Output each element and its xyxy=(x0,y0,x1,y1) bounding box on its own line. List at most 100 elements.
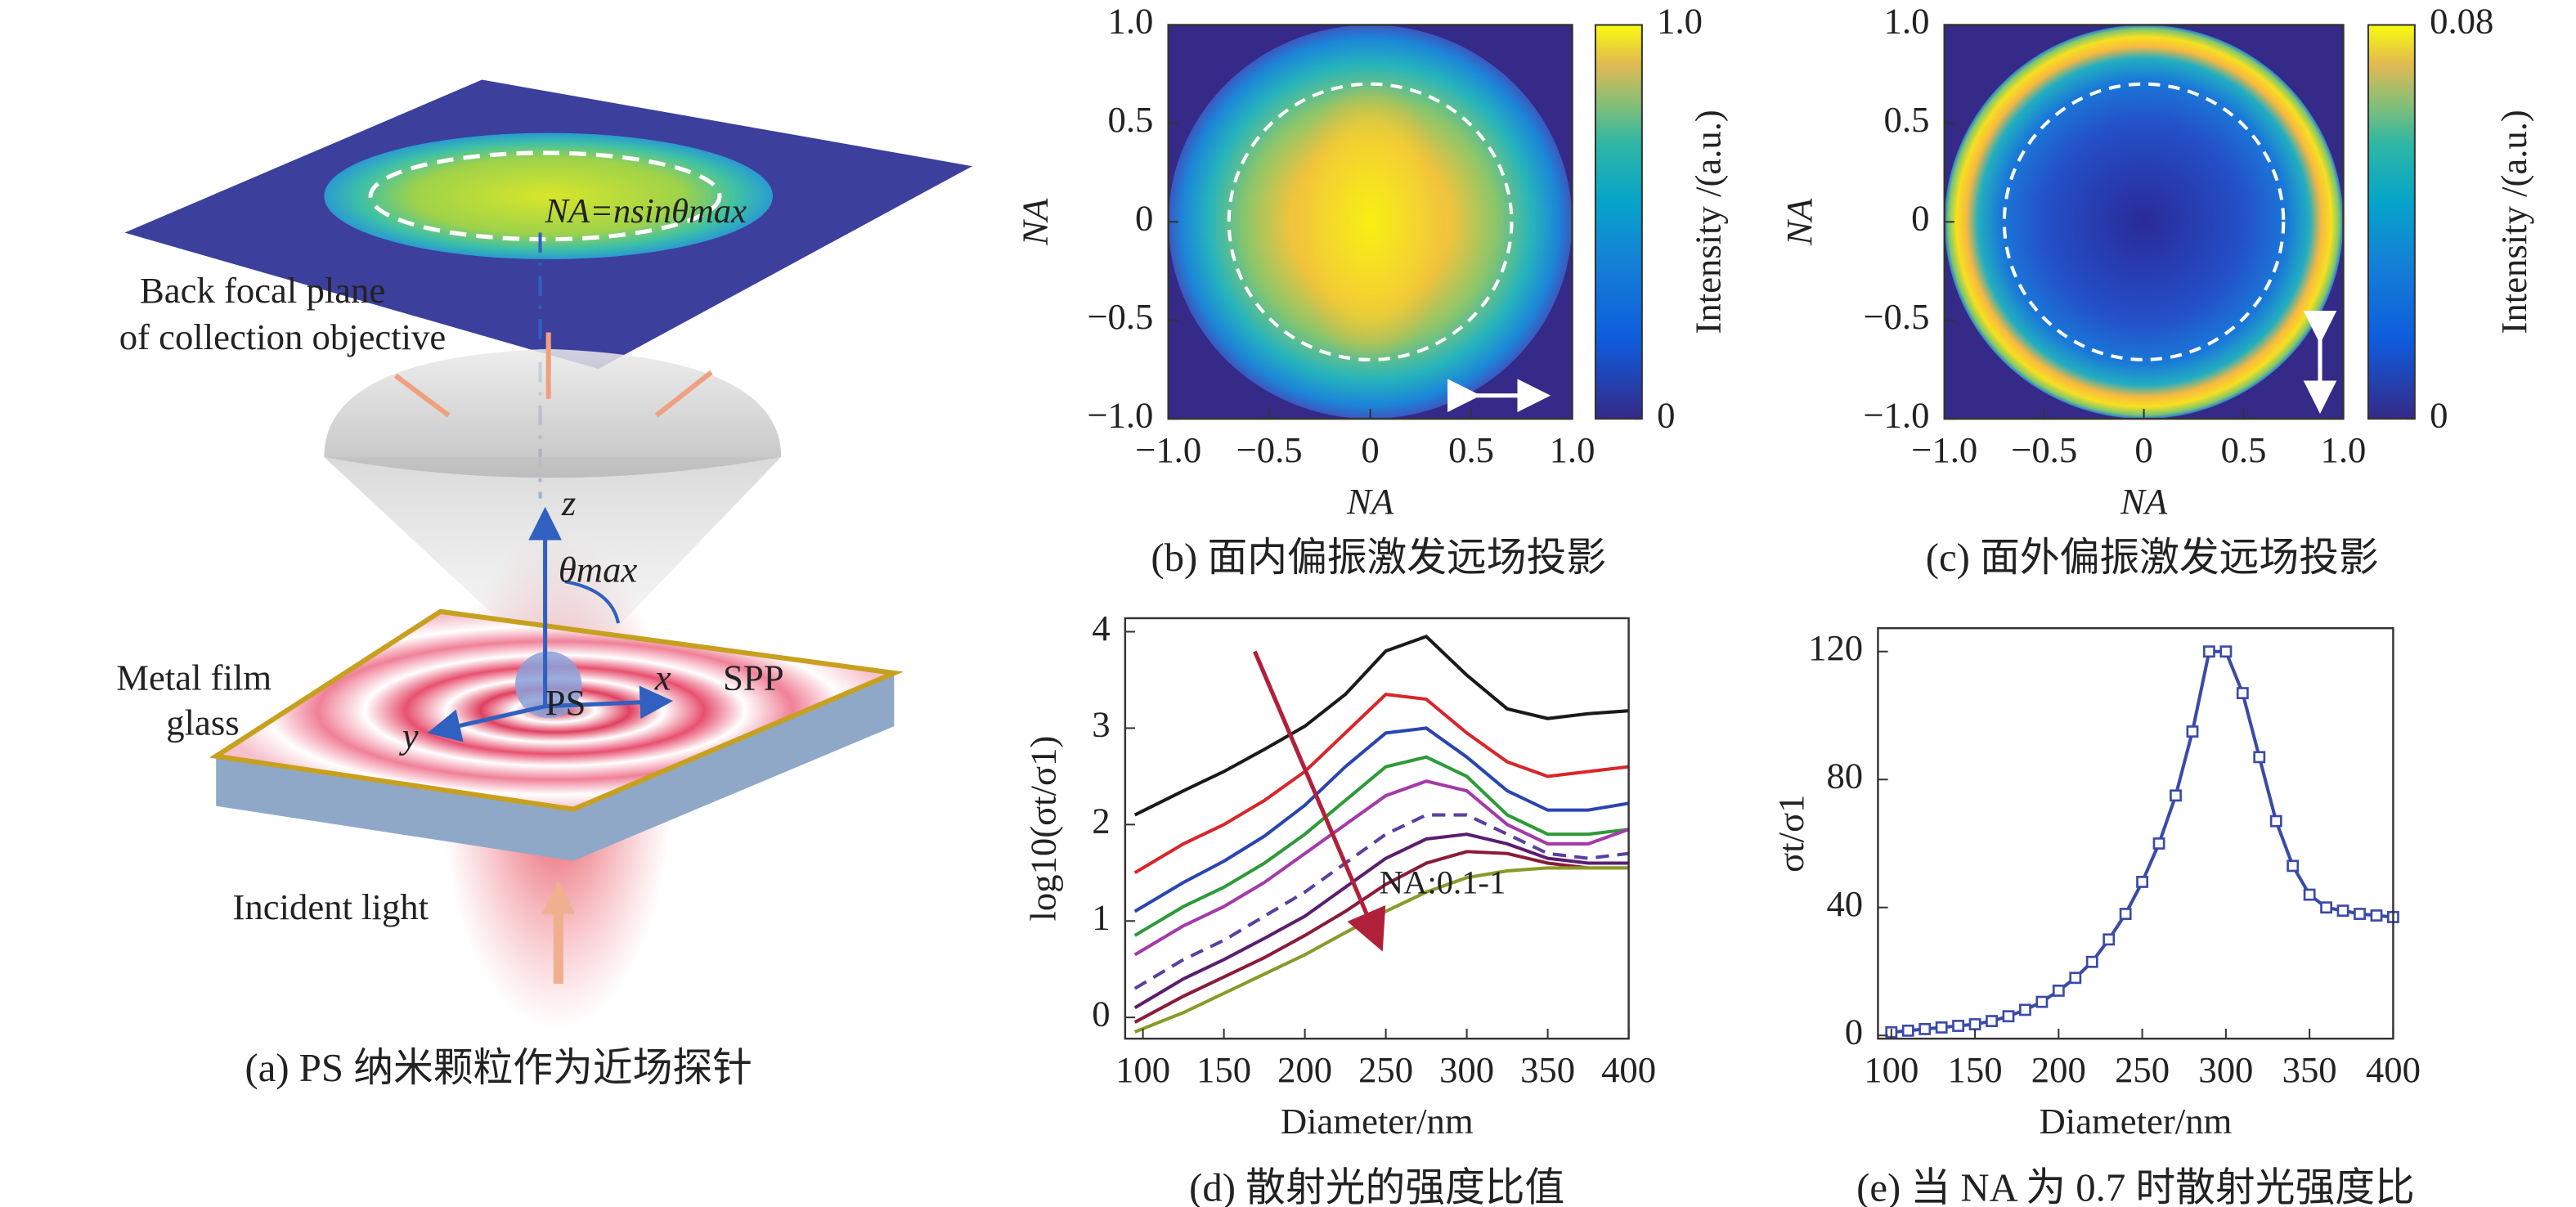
heatmap-core xyxy=(1289,79,1452,364)
theta-label: θmax xyxy=(559,549,638,590)
x-axis-label: NA xyxy=(1346,481,1394,522)
x-tick-label: 200 xyxy=(2031,1049,2086,1090)
x-tick-label: 300 xyxy=(1439,1049,1494,1090)
x-tick-label: 0 xyxy=(1361,429,1379,470)
plot-frame xyxy=(1124,617,1630,1040)
caption: (d) 散射光的强度比值 xyxy=(1189,1165,1564,1207)
x-tick-label: 100 xyxy=(1864,1049,1919,1090)
x-tick-label: 150 xyxy=(1948,1049,2003,1090)
y-tick-label: 0 xyxy=(1911,198,1929,239)
data-marker xyxy=(2269,814,2282,828)
colorbar xyxy=(1594,24,1643,420)
x-tick-label: 350 xyxy=(1520,1049,1575,1090)
x-tick-label: −1.0 xyxy=(1135,429,1201,470)
theta-arc xyxy=(564,580,621,624)
x-tick-label: 0.5 xyxy=(2221,429,2267,470)
y-tick-label: 0 xyxy=(1135,198,1153,239)
data-marker xyxy=(2203,645,2215,658)
bfp-formula: NA=nsinθmax xyxy=(545,192,747,231)
y-tick-label: 1.0 xyxy=(1884,1,1930,42)
y-tick-label: 40 xyxy=(1826,883,1863,924)
caption: (b) 面内偏振激发远场投影 xyxy=(1151,536,1606,580)
x-tick-label: 300 xyxy=(2198,1049,2253,1090)
data-marker xyxy=(2320,901,2333,914)
objective-lens xyxy=(324,348,782,478)
y-tick-label: 120 xyxy=(1808,627,1863,668)
x-tick-label: 200 xyxy=(1277,1049,1332,1090)
x-tick-label: 250 xyxy=(1358,1049,1413,1090)
ray-arrow xyxy=(393,373,451,418)
y-axis xyxy=(427,704,546,743)
series-line xyxy=(1133,866,1629,1034)
y-tick-label: 0 xyxy=(1092,993,1110,1034)
ray-arrow xyxy=(654,370,713,418)
incident-arrowhead xyxy=(541,881,576,914)
data-marker xyxy=(2336,904,2349,918)
series-line xyxy=(1133,850,1629,1024)
series-line xyxy=(1133,813,1629,990)
caption: (c) 面外偏振激发远场投影 xyxy=(1926,536,2379,580)
data-marker xyxy=(2236,687,2249,700)
y-tick-label: −1.0 xyxy=(1087,394,1153,435)
x-tick-label: 1.0 xyxy=(2321,429,2367,470)
glass-slab xyxy=(216,673,895,861)
plot-frame xyxy=(1877,626,2394,1040)
panel: 0 0.08 Intensity /(a.u.) −1.0 −0.5 0 0.5 1.0 −1.… xyxy=(1779,1,2534,580)
x-axis-label: Diameter/nm xyxy=(1281,1101,1474,1142)
y-tick-label: −0.5 xyxy=(1863,296,1929,337)
data-marker xyxy=(2152,837,2165,850)
data-marker xyxy=(2035,995,2049,1008)
x-axis-label: NA xyxy=(2120,481,2168,522)
y-tick-label: 4 xyxy=(1092,608,1110,648)
panel: 0 1.0 Intensity /(a.u.) −1.0 −0.5 0 0.5 1.0 −1.0… xyxy=(1014,1,1728,580)
series-line xyxy=(1133,755,1629,937)
axis-label: z xyxy=(561,482,576,523)
x-tick-label: 400 xyxy=(1601,1049,1656,1090)
colorbar-label: Intensity /(a.u.) xyxy=(2493,110,2534,334)
na-circle xyxy=(2002,82,2286,361)
data-marker xyxy=(2069,971,2082,985)
data-marker xyxy=(2253,751,2266,764)
series-line xyxy=(1133,779,1630,957)
data-marker xyxy=(2170,789,2182,802)
x-tick-label: 1.0 xyxy=(1550,429,1595,470)
x-tick-label: −0.5 xyxy=(1236,429,1303,470)
na-circle xyxy=(368,150,722,242)
data-marker xyxy=(2019,1003,2031,1016)
y-tick-label: 1 xyxy=(1092,897,1110,938)
y-axis-label: NA xyxy=(1014,198,1055,246)
bfp-label: of collection objective xyxy=(119,316,447,357)
series-line xyxy=(1133,832,1629,1010)
x-tick-label: 0 xyxy=(2134,429,2152,470)
data-marker xyxy=(2052,985,2065,997)
y-tick-label: 0.5 xyxy=(1884,99,1930,140)
ps-particle xyxy=(515,651,582,718)
panel: 100 150 200 250 300 350 400 0 40 80 120 Diameter/nm… xyxy=(1770,626,2421,1207)
x-tick-label: −0.5 xyxy=(2011,429,2077,470)
colorbar-tick-label: 0 xyxy=(1657,394,1675,435)
data-marker xyxy=(2219,645,2233,658)
series-line xyxy=(1133,693,1629,875)
x-tick-label: 150 xyxy=(1196,1049,1251,1090)
y-tick-label: 1.0 xyxy=(1108,1,1154,42)
caption: (e) 当 NA 为 0.7 时散射光强度比 xyxy=(1856,1165,2415,1207)
colorbar-label: Intensity /(a.u.) xyxy=(1687,110,1728,334)
y-tick-label: −1.0 xyxy=(1863,394,1929,435)
colorbar-tick-label: 1.0 xyxy=(1657,1,1703,42)
panel-a: NA=nsinθmax Back focal plane of collecti… xyxy=(116,79,972,1090)
x-axis-label: Diameter/nm xyxy=(2040,1101,2233,1142)
y-tick-label: 0 xyxy=(1845,1011,1863,1052)
data-marker xyxy=(2103,933,2116,946)
caption: (a) PS 纳米颗粒作为近场探针 xyxy=(245,1046,752,1090)
incident-label: Incident light xyxy=(233,886,429,927)
x-tick-label: −1.0 xyxy=(1911,429,1977,470)
data-marker xyxy=(1952,1020,1965,1032)
data-marker xyxy=(2370,909,2383,922)
data-marker xyxy=(1901,1024,1914,1037)
glass-label: glass xyxy=(166,702,239,743)
data-marker xyxy=(1919,1022,1932,1035)
series-line xyxy=(1133,726,1629,913)
particle-label: PS xyxy=(545,682,586,723)
colorbar xyxy=(2367,24,2416,420)
